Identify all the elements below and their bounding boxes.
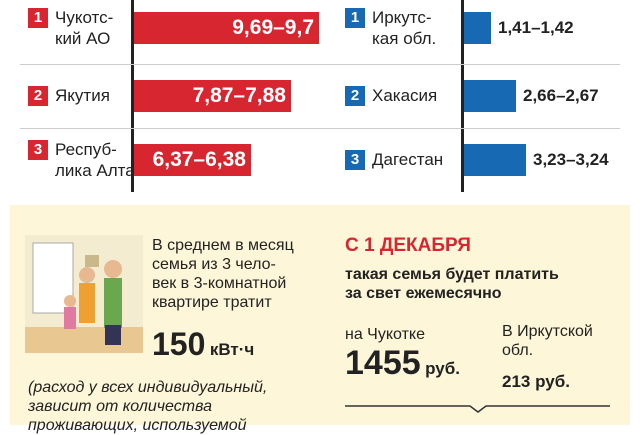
usage-line: век в 3-комнатной bbox=[152, 275, 287, 292]
note-line: (расход у всех индивидуальный, bbox=[28, 379, 268, 396]
bar-value: 9,69–9,7 bbox=[134, 12, 319, 44]
place-line: обл. bbox=[502, 342, 534, 359]
divider bbox=[461, 0, 464, 192]
rank-badge: 2 bbox=[345, 86, 365, 106]
bar bbox=[464, 12, 491, 44]
bar-value: 2,66–2,67 bbox=[523, 86, 599, 105]
region-name: лика Алтай bbox=[55, 161, 145, 180]
region-name: Иркутс- bbox=[372, 8, 432, 27]
bar-value: 3,23–3,24 bbox=[533, 150, 609, 169]
region-name: Дагестан bbox=[372, 150, 444, 169]
price: 213 руб. bbox=[502, 372, 570, 392]
bracket bbox=[345, 405, 610, 413]
usage-line: семья из 3 чело- bbox=[152, 256, 276, 273]
december-title: С 1 ДЕКАБРЯ bbox=[345, 235, 471, 256]
amount: 213 bbox=[502, 372, 531, 391]
unit: кВт·ч bbox=[209, 340, 255, 359]
bar-value: 6,37–6,38 bbox=[134, 144, 251, 176]
note-line: проживающих, используемой bbox=[28, 417, 247, 434]
region-name: Хакасия bbox=[372, 86, 438, 105]
divider bbox=[131, 0, 134, 192]
note: (расход у всех индивидуальный, зависит от… bbox=[28, 378, 267, 435]
rank-badge: 1 bbox=[28, 8, 48, 28]
region-name: Якутия bbox=[55, 86, 110, 105]
page: 1 Чукотс-кий АО 9,69–9,7 2 Якутия 7,87–7,88 3 Р… bbox=[10, 0, 630, 434]
usage-line: В среднем в месяц bbox=[152, 237, 294, 254]
bar-value: 1,41–1,42 bbox=[498, 18, 574, 37]
note-line: зависит от количества bbox=[28, 398, 212, 415]
usage-text: В среднем в месяц семья из 3 чело-век в 3… bbox=[152, 236, 294, 312]
usage-amount: 150 кВт·ч bbox=[152, 326, 254, 363]
place: на Чукотке bbox=[345, 325, 425, 344]
region-name: кий АО bbox=[55, 29, 111, 48]
bar-value: 7,87–7,88 bbox=[134, 80, 291, 112]
region-name: Респуб- bbox=[55, 140, 117, 159]
usage-line: квартире тратит bbox=[152, 294, 272, 311]
bar bbox=[464, 80, 516, 112]
row-line bbox=[20, 64, 620, 65]
region-name: Чукотс- bbox=[55, 8, 114, 27]
row-line bbox=[20, 128, 620, 129]
place-line: на Чукотке bbox=[345, 326, 425, 343]
subtitle-line: за свет ежемесячно bbox=[345, 285, 502, 302]
rank-badge: 1 bbox=[345, 8, 365, 28]
rank-badge: 2 bbox=[28, 86, 48, 106]
region-name: кая обл. bbox=[372, 29, 437, 48]
bar bbox=[464, 144, 526, 176]
unit: руб. bbox=[425, 359, 460, 378]
place-line: В Иркутской bbox=[502, 323, 593, 340]
unit: руб. bbox=[535, 372, 570, 391]
place: В Иркутской обл. bbox=[502, 322, 593, 360]
amount: 150 bbox=[152, 326, 206, 362]
price: 1455 руб. bbox=[345, 344, 460, 383]
family-illustration bbox=[25, 235, 143, 353]
rank-badge: 3 bbox=[28, 140, 48, 160]
rank-badge: 3 bbox=[345, 150, 365, 170]
subtitle-line: такая семья будет платить bbox=[345, 266, 559, 283]
december-subtitle: такая семья будет платить за свет ежемеся… bbox=[345, 265, 559, 303]
amount: 1455 bbox=[345, 344, 421, 382]
